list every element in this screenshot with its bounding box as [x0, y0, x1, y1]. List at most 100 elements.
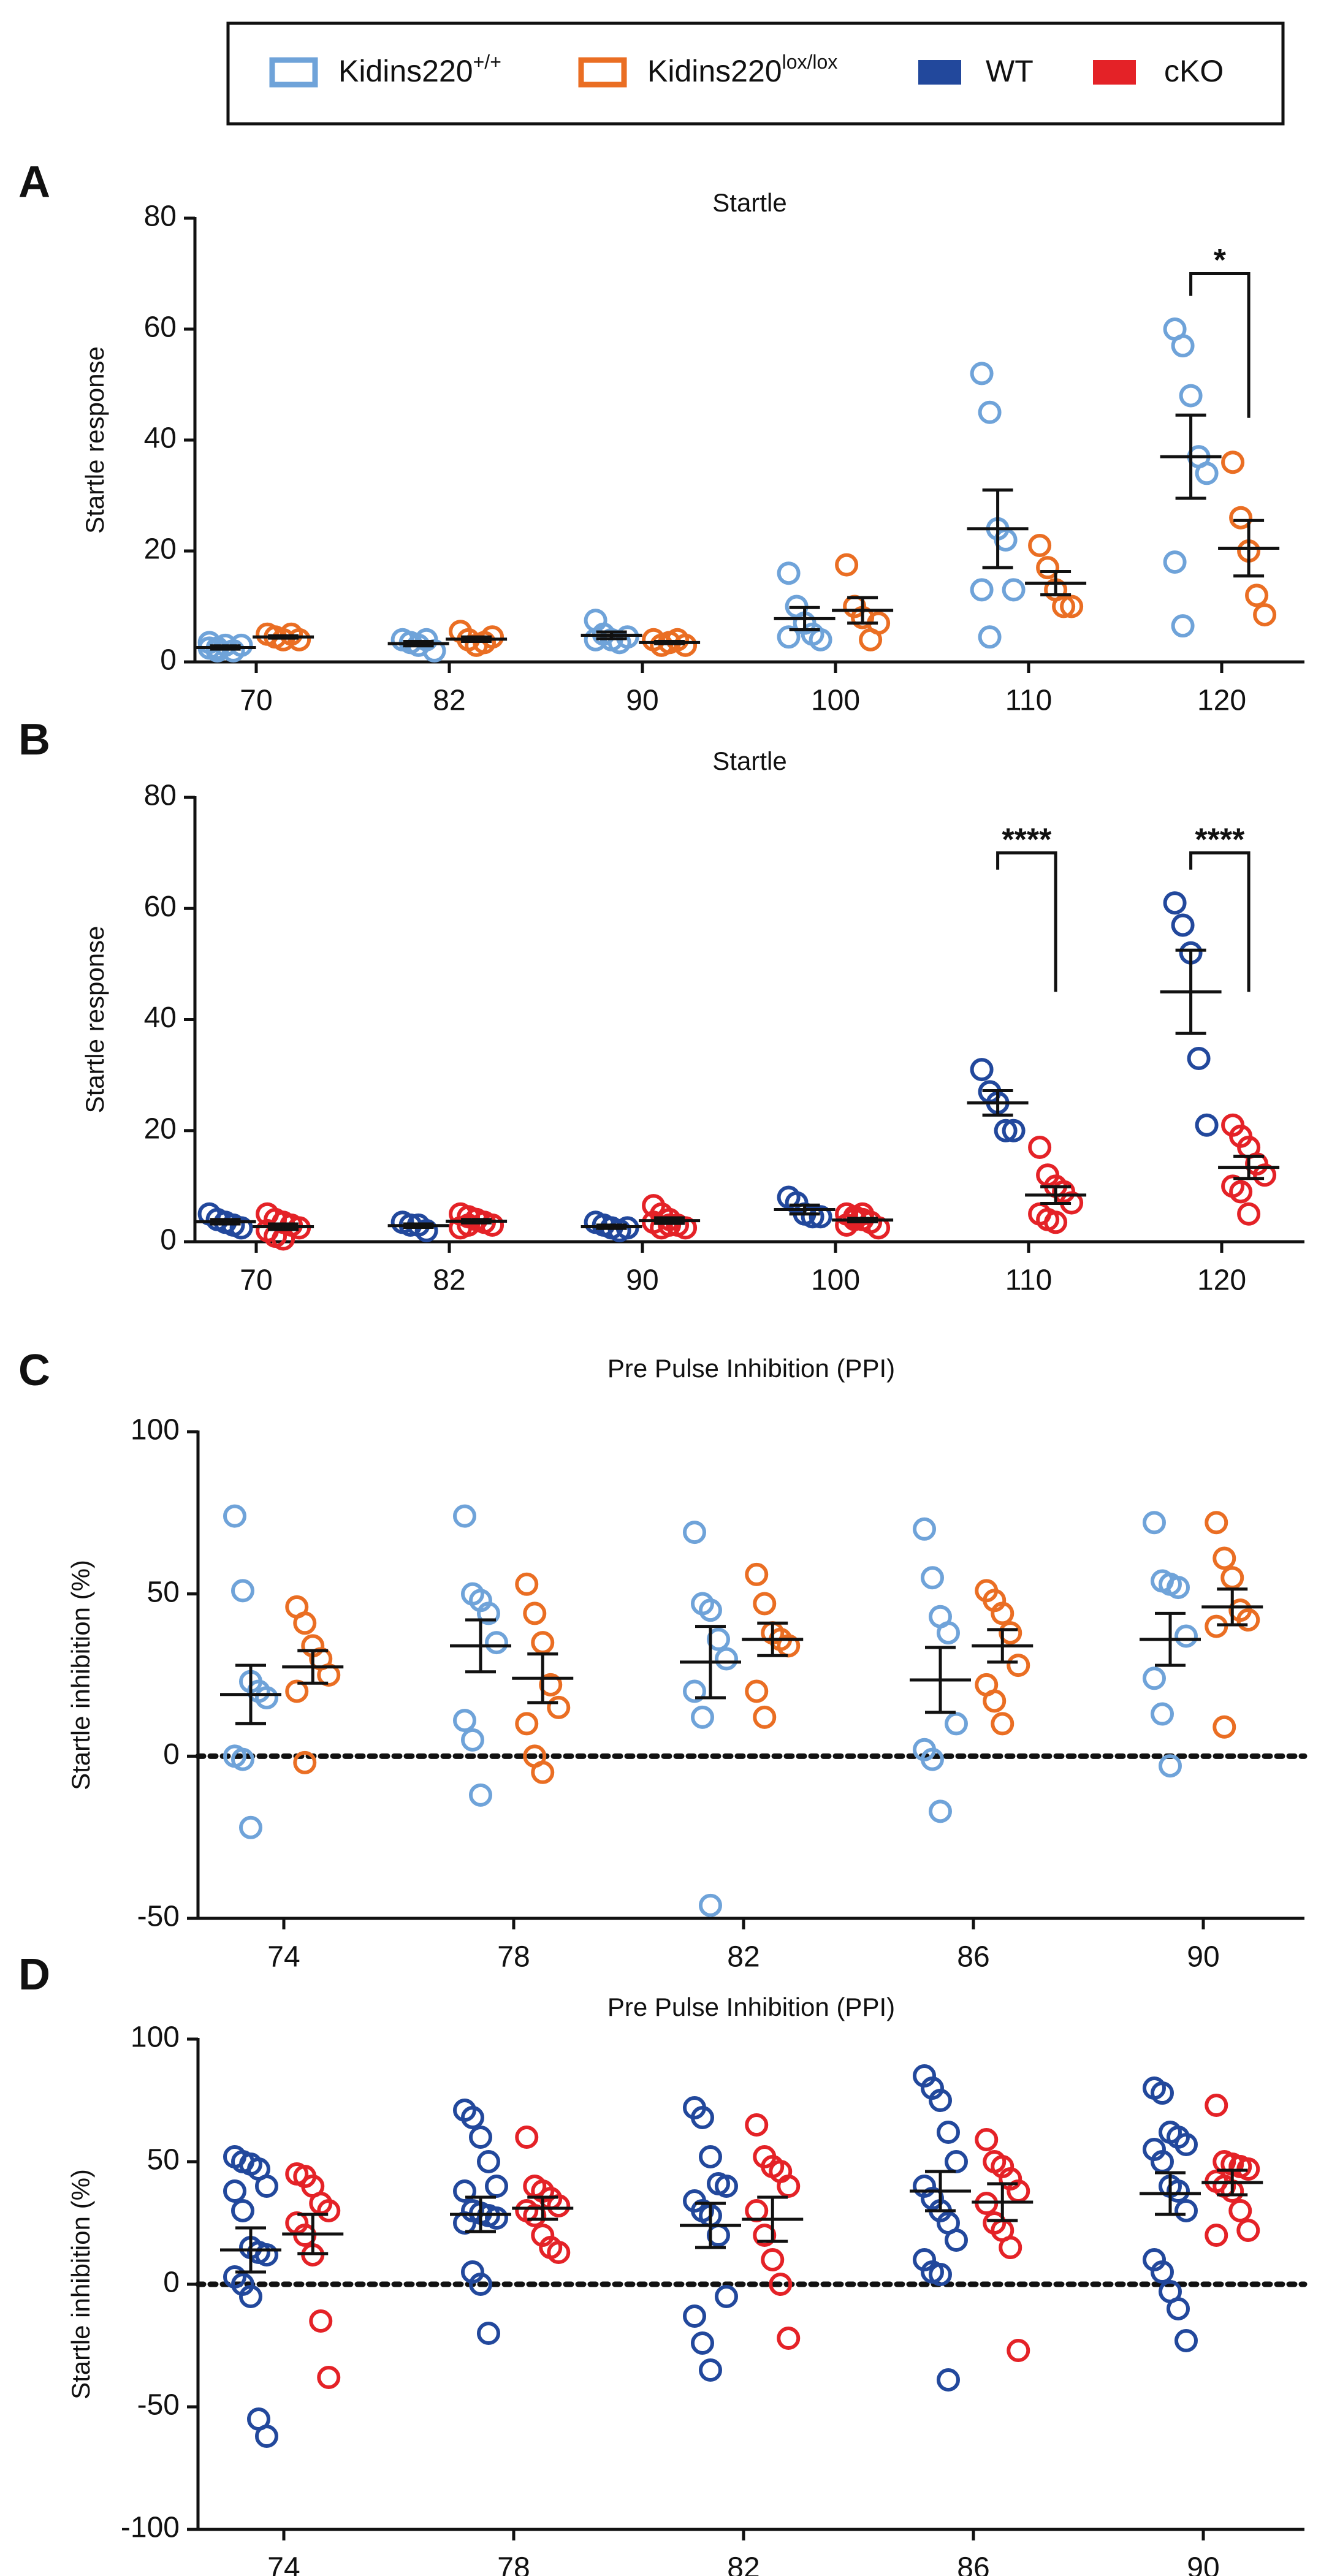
- data-point: [929, 2263, 952, 2286]
- data-point: [699, 2145, 722, 2168]
- sem-bar: [210, 644, 241, 651]
- data-point: [1002, 1119, 1026, 1142]
- data-point: [231, 1579, 254, 1603]
- sem-bar: [268, 1222, 299, 1231]
- sem-bar: [982, 1089, 1013, 1117]
- sem-bar: [403, 1222, 434, 1229]
- y-tick-label: 0: [163, 1738, 180, 1771]
- legend-name: WT: [986, 54, 1034, 88]
- chart-title: Pre Pulse Inhibition (PPI): [607, 1354, 895, 1383]
- sem-bar: [235, 2226, 266, 2274]
- sem-bar: [1217, 1587, 1248, 1627]
- data-point: [691, 1705, 714, 1729]
- data-point: [867, 1216, 891, 1240]
- chart-title: Startle: [712, 188, 786, 217]
- panel-label: D: [18, 1950, 50, 1999]
- data-point: [777, 625, 801, 649]
- x-tick-label: 82: [433, 685, 465, 717]
- data-point: [699, 1893, 722, 1917]
- data-point: [317, 2366, 341, 2389]
- data-point: [929, 2089, 952, 2112]
- data-point: [1229, 1180, 1253, 1204]
- data-point: [851, 1202, 875, 1226]
- sem-bar: [403, 640, 434, 648]
- x-tick-label: 74: [267, 2552, 300, 2576]
- x-tick-label: 82: [727, 2552, 759, 2576]
- data-point: [1052, 595, 1076, 618]
- chart-title: Startle: [712, 747, 786, 775]
- data-point: [223, 2179, 246, 2203]
- sem-bar: [757, 1621, 788, 1657]
- data-point: [515, 1712, 539, 1736]
- data-point: [1187, 1046, 1211, 1070]
- data-point: [745, 2113, 769, 2137]
- data-point: [745, 2199, 769, 2222]
- sem-bar: [596, 1223, 627, 1230]
- data-point: [1028, 1135, 1052, 1159]
- legend-name: cKO: [1164, 54, 1224, 88]
- data-point: [1228, 2199, 1252, 2222]
- sem-bar: [1233, 1154, 1265, 1180]
- data-point: [801, 1205, 824, 1229]
- data-point: [1163, 891, 1187, 915]
- data-point: [469, 2273, 492, 2296]
- legend-swatch: [269, 57, 318, 88]
- sem-bar: [527, 1652, 558, 1704]
- sem-bar: [461, 635, 492, 644]
- data-point: [753, 2224, 777, 2247]
- data-point: [547, 1695, 571, 1719]
- sem-bar: [695, 2202, 726, 2249]
- data-point: [715, 2285, 738, 2308]
- data-point: [255, 2425, 278, 2448]
- data-point: [317, 2199, 341, 2222]
- data-point: [1174, 2199, 1198, 2222]
- data-point: [223, 1504, 246, 1528]
- x-tick-label: 86: [957, 1941, 989, 1974]
- y-tick-label: 20: [144, 533, 177, 566]
- sem-bar: [465, 2195, 496, 2233]
- data-point: [1028, 533, 1052, 557]
- data-point: [683, 2304, 706, 2328]
- data-point: [539, 1673, 563, 1696]
- data-point: [1167, 1576, 1190, 1600]
- legend-swatch: [1093, 60, 1136, 85]
- x-tick-label: 110: [1005, 1264, 1053, 1297]
- y-tick-label: 100: [131, 2021, 180, 2054]
- significance-bracket: [1189, 851, 1251, 992]
- data-point: [1195, 1113, 1219, 1137]
- data-point: [674, 633, 698, 657]
- data-point: [485, 2206, 508, 2230]
- data-point: [469, 2126, 492, 2149]
- data-point: [707, 1627, 730, 1651]
- x-tick-label: 70: [240, 685, 272, 717]
- data-point: [945, 2150, 968, 2173]
- x-tick-label: 90: [626, 1264, 658, 1297]
- sem-bar: [847, 1217, 878, 1223]
- data-point: [1163, 550, 1187, 574]
- panel-label: A: [18, 158, 50, 207]
- chart-title: Pre Pulse Inhibition (PPI): [607, 1993, 895, 2021]
- data-point: [477, 1601, 500, 1625]
- data-point: [1159, 1754, 1182, 1778]
- data-point: [983, 1689, 1007, 1713]
- data-point: [691, 2331, 714, 2355]
- sem-bar: [1155, 1611, 1186, 1667]
- data-point: [970, 362, 994, 386]
- significance-bracket: [1189, 272, 1251, 418]
- y-tick-label: 100: [131, 1414, 180, 1446]
- data-point: [1236, 1608, 1260, 1632]
- data-point: [1220, 1566, 1244, 1590]
- data-point: [515, 1572, 539, 1596]
- data-point: [1151, 2260, 1174, 2284]
- x-tick-label: 74: [267, 1941, 300, 1974]
- y-tick-label: 0: [163, 2266, 180, 2299]
- data-point: [835, 553, 859, 577]
- data-point: [1213, 1715, 1236, 1739]
- significance-bracket: [996, 851, 1057, 992]
- data-point: [769, 2273, 793, 2296]
- data-point: [999, 1621, 1022, 1645]
- data-point: [285, 1679, 309, 1703]
- sem-bar: [695, 1625, 726, 1700]
- x-tick-label: 86: [957, 2552, 989, 2576]
